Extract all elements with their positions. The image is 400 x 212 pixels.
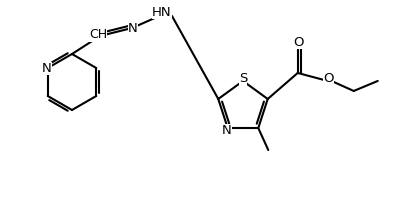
Text: HN: HN	[152, 6, 172, 18]
Text: O: O	[294, 36, 304, 49]
Text: S: S	[239, 73, 247, 85]
Text: CH: CH	[89, 28, 107, 42]
Text: N: N	[222, 124, 232, 137]
Text: N: N	[42, 61, 52, 74]
Text: N: N	[128, 22, 138, 35]
Text: O: O	[324, 73, 334, 85]
